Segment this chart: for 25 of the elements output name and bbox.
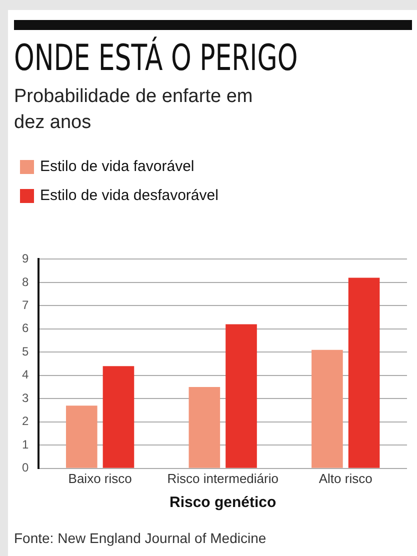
bar — [102, 366, 134, 468]
bar — [226, 324, 257, 468]
legend-label: Estilo de vida desfavorável — [40, 187, 218, 204]
y-tick-label: 5 — [22, 344, 29, 358]
y-tick-label: 7 — [22, 298, 29, 312]
chart-subtitle: Probabilidade de enfarte em dez anos — [14, 85, 254, 135]
x-axis-title: Risco genético — [169, 494, 276, 512]
bar — [66, 406, 98, 468]
y-tick-label: 6 — [22, 321, 29, 336]
x-tick-label: Alto risco — [318, 470, 372, 486]
y-tick-label: 3 — [22, 390, 29, 405]
source-note: Fonte: New England Journal of Medicine — [14, 530, 266, 546]
y-tick-label: 1 — [22, 437, 29, 452]
y-tick-label: 9 — [22, 252, 29, 266]
y-tick-label: 8 — [22, 274, 29, 289]
chart-title: ONDE ESTÁ O PERIGO — [14, 38, 298, 79]
y-tick-label: 4 — [22, 368, 29, 382]
bar — [188, 387, 220, 468]
x-tick-label: Risco intermediário — [167, 470, 278, 486]
x-tick-label: Baixo risco — [68, 470, 132, 486]
y-tick-label: 0 — [22, 460, 29, 475]
bar — [348, 278, 380, 468]
bar — [312, 350, 343, 468]
y-tick-label: 2 — [22, 414, 29, 428]
legend-label: Estilo de vida favorável — [40, 158, 194, 175]
